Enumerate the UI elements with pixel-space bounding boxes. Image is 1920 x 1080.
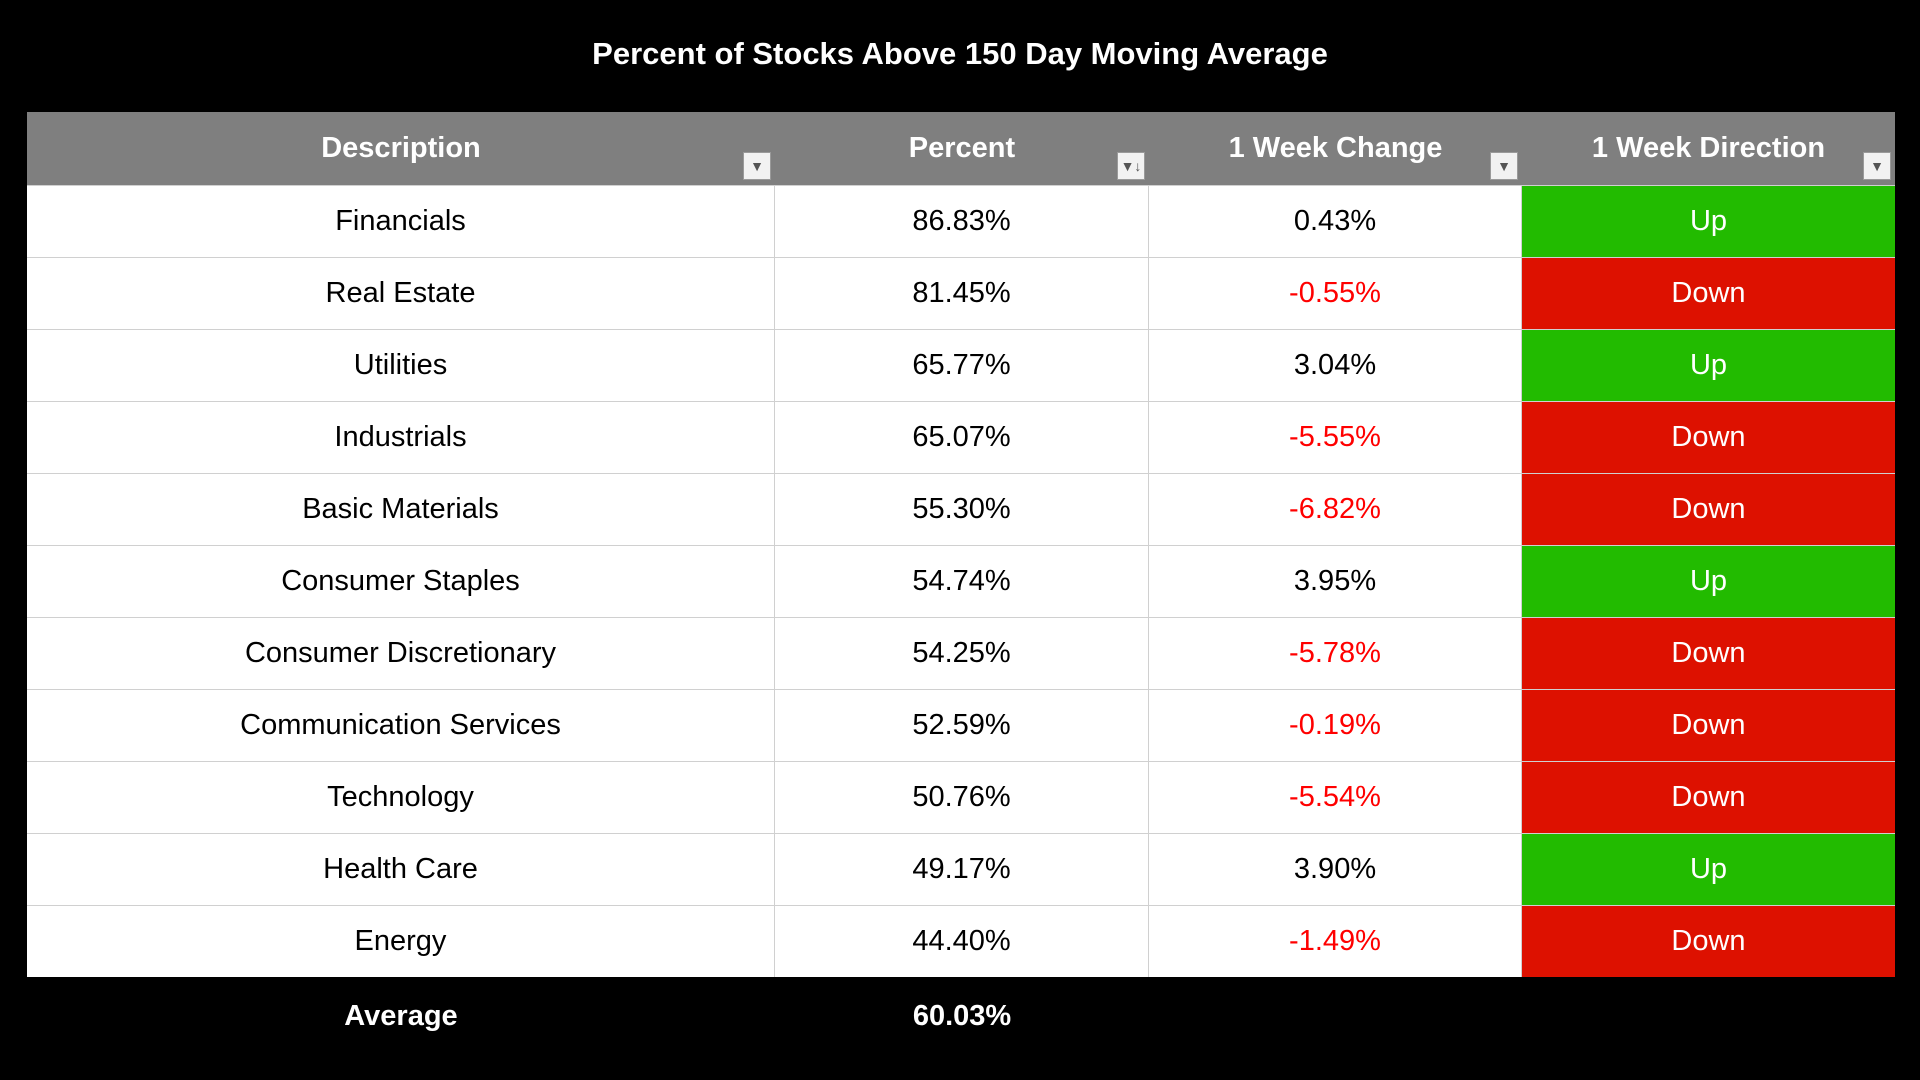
table-row: Basic Materials 55.30% -6.82% Down bbox=[27, 473, 1895, 545]
table-row: Technology 50.76% -5.54% Down bbox=[27, 761, 1895, 833]
percent-cell: 50.76% bbox=[775, 762, 1149, 833]
filter-dropdown-icon[interactable]: ▼ bbox=[1490, 152, 1518, 180]
percent-cell: 81.45% bbox=[775, 258, 1149, 329]
table-row: Consumer Discretionary 54.25% -5.78% Down bbox=[27, 617, 1895, 689]
table-row: Energy 44.40% -1.49% Down bbox=[27, 905, 1895, 977]
direction-cell: Up bbox=[1522, 186, 1895, 257]
average-value: 60.03% bbox=[912, 1000, 1012, 1032]
sort-descending-filter-icon[interactable]: ▼↓ bbox=[1117, 152, 1145, 180]
change-cell: 3.90% bbox=[1149, 834, 1522, 905]
description-cell: Consumer Discretionary bbox=[27, 618, 775, 689]
description-cell: Communication Services bbox=[27, 690, 775, 761]
filter-dropdown-icon[interactable]: ▼ bbox=[1863, 152, 1891, 180]
percent-cell: 65.77% bbox=[775, 330, 1149, 401]
change-cell: 3.04% bbox=[1149, 330, 1522, 401]
table-footer: Average 60.03% bbox=[27, 1000, 1895, 1033]
description-cell: Energy bbox=[27, 906, 775, 977]
percent-cell: 55.30% bbox=[775, 474, 1149, 545]
direction-cell: Down bbox=[1522, 618, 1895, 689]
average-label: Average bbox=[344, 1000, 458, 1032]
table-row: Financials 86.83% 0.43% Up bbox=[27, 185, 1895, 257]
column-header-description[interactable]: Description ▼ bbox=[27, 112, 775, 185]
percent-cell: 52.59% bbox=[775, 690, 1149, 761]
column-header-percent[interactable]: Percent ▼↓ bbox=[775, 112, 1149, 185]
table-body: Financials 86.83% 0.43% Up Real Estate 81.45%… bbox=[27, 185, 1895, 977]
column-header-change[interactable]: 1 Week Change ▼ bbox=[1149, 112, 1522, 185]
percent-cell: 54.74% bbox=[775, 546, 1149, 617]
table-row: Health Care 49.17% 3.90% Up bbox=[27, 833, 1895, 905]
column-header-label: 1 Week Direction bbox=[1591, 132, 1826, 164]
description-cell: Financials bbox=[27, 186, 775, 257]
percent-cell: 86.83% bbox=[775, 186, 1149, 257]
change-cell: -0.55% bbox=[1149, 258, 1522, 329]
change-cell: -5.78% bbox=[1149, 618, 1522, 689]
column-header-direction[interactable]: 1 Week Direction ▼ bbox=[1522, 112, 1895, 185]
direction-cell: Down bbox=[1522, 906, 1895, 977]
table-header: Description ▼ Percent ▼↓ 1 Week Change ▼… bbox=[27, 112, 1895, 185]
change-cell: -0.19% bbox=[1149, 690, 1522, 761]
direction-cell: Down bbox=[1522, 690, 1895, 761]
change-cell: -5.55% bbox=[1149, 402, 1522, 473]
description-cell: Health Care bbox=[27, 834, 775, 905]
column-header-label: Percent bbox=[908, 132, 1016, 164]
description-cell: Technology bbox=[27, 762, 775, 833]
direction-cell: Up bbox=[1522, 834, 1895, 905]
description-cell: Utilities bbox=[27, 330, 775, 401]
percent-cell: 54.25% bbox=[775, 618, 1149, 689]
direction-cell: Down bbox=[1522, 258, 1895, 329]
description-cell: Industrials bbox=[27, 402, 775, 473]
column-header-label: 1 Week Change bbox=[1228, 132, 1443, 164]
percent-cell: 49.17% bbox=[775, 834, 1149, 905]
table-row: Industrials 65.07% -5.55% Down bbox=[27, 401, 1895, 473]
description-cell: Real Estate bbox=[27, 258, 775, 329]
change-cell: -5.54% bbox=[1149, 762, 1522, 833]
table-row: Real Estate 81.45% -0.55% Down bbox=[27, 257, 1895, 329]
column-header-label: Description bbox=[321, 132, 481, 164]
table-row: Communication Services 52.59% -0.19% Down bbox=[27, 689, 1895, 761]
direction-cell: Up bbox=[1522, 330, 1895, 401]
direction-cell: Up bbox=[1522, 546, 1895, 617]
page-title: Percent of Stocks Above 150 Day Moving A… bbox=[592, 36, 1328, 71]
change-cell: -1.49% bbox=[1149, 906, 1522, 977]
data-table: Description ▼ Percent ▼↓ 1 Week Change ▼… bbox=[27, 112, 1895, 977]
change-cell: 0.43% bbox=[1149, 186, 1522, 257]
direction-cell: Down bbox=[1522, 474, 1895, 545]
change-cell: 3.95% bbox=[1149, 546, 1522, 617]
table-row: Consumer Staples 54.74% 3.95% Up bbox=[27, 545, 1895, 617]
description-cell: Basic Materials bbox=[27, 474, 775, 545]
filter-dropdown-icon[interactable]: ▼ bbox=[743, 152, 771, 180]
percent-cell: 44.40% bbox=[775, 906, 1149, 977]
percent-cell: 65.07% bbox=[775, 402, 1149, 473]
change-cell: -6.82% bbox=[1149, 474, 1522, 545]
table-row: Utilities 65.77% 3.04% Up bbox=[27, 329, 1895, 401]
direction-cell: Down bbox=[1522, 762, 1895, 833]
description-cell: Consumer Staples bbox=[27, 546, 775, 617]
direction-cell: Down bbox=[1522, 402, 1895, 473]
